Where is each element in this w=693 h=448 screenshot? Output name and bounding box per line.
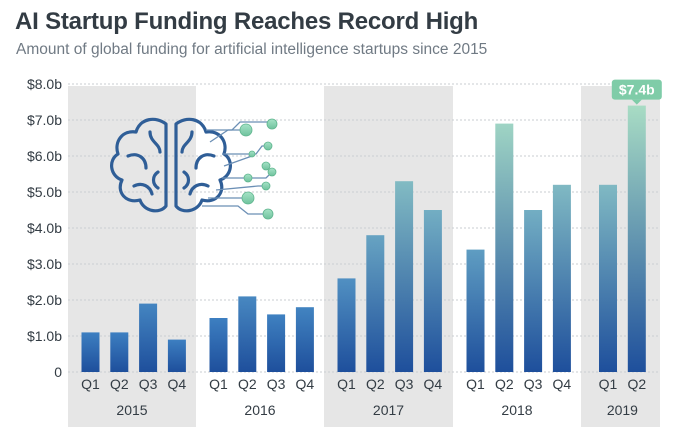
bar [267, 314, 286, 372]
bar [552, 184, 571, 372]
coin-icon [262, 208, 274, 220]
x-tick-label: Q2 [495, 376, 514, 392]
value-callout-box [611, 79, 662, 100]
x-tick-label: Q1 [599, 376, 618, 392]
chart-subtitle: Amount of global funding for artificial … [16, 41, 488, 58]
y-tick-label: $3.0b [27, 256, 62, 272]
y-tick-label: $5.0b [27, 184, 62, 200]
bar [366, 235, 385, 372]
bar [599, 184, 617, 372]
value-callout-pointer [631, 99, 642, 105]
y-tick-label: 0 [54, 364, 62, 380]
bar [627, 105, 646, 372]
x-tick-label: Q3 [267, 376, 286, 392]
chart-title: AI Startup Funding Reaches Record High [15, 8, 479, 35]
coin-icon [266, 118, 278, 130]
year-label: 2019 [607, 402, 638, 418]
y-tick-label: $7.0b [27, 112, 62, 128]
bar [238, 296, 257, 372]
x-tick-label: Q3 [524, 376, 543, 392]
bar [337, 278, 356, 372]
bar [110, 332, 129, 372]
coin-icon [243, 173, 253, 183]
x-tick-label: Q1 [81, 376, 100, 392]
year-band [581, 86, 660, 427]
coin-icon [248, 150, 256, 158]
x-tick-label: Q2 [238, 376, 257, 392]
coin-icon [241, 191, 255, 205]
x-tick-label: Q4 [296, 376, 315, 392]
bar [295, 307, 314, 372]
bar [466, 249, 485, 372]
coin-icon [261, 161, 271, 171]
year-label: 2018 [501, 402, 532, 418]
x-tick-label: Q3 [139, 376, 158, 392]
brain-money-icon [110, 117, 232, 213]
bar [209, 318, 228, 372]
coin-icon [261, 181, 271, 191]
y-tick-label: $8.0b [27, 76, 62, 92]
bar [395, 181, 414, 372]
x-tick-label: Q4 [424, 376, 443, 392]
bar [81, 332, 100, 372]
coin-icon [263, 141, 273, 151]
x-tick-label: Q2 [110, 376, 129, 392]
year-label: 2016 [244, 402, 275, 418]
y-tick-label: $6.0b [27, 148, 62, 164]
bar [139, 303, 158, 372]
x-tick-label: Q2 [627, 376, 646, 392]
x-tick-label: Q1 [466, 376, 485, 392]
bar [524, 210, 543, 372]
coin-icon [239, 123, 253, 137]
x-tick-label: Q4 [168, 376, 187, 392]
bar [423, 210, 442, 372]
x-tick-label: Q1 [209, 376, 228, 392]
x-tick-label: Q3 [395, 376, 414, 392]
x-tick-label: Q4 [553, 376, 572, 392]
x-tick-label: Q1 [337, 376, 356, 392]
bar [495, 123, 514, 372]
bar [167, 339, 186, 372]
y-tick-label: $4.0b [27, 220, 62, 236]
x-tick-label: Q2 [366, 376, 385, 392]
y-tick-label: $2.0b [27, 292, 62, 308]
year-label: 2015 [116, 402, 147, 418]
y-tick-label: $1.0b [27, 328, 62, 344]
value-callout-label: $7.4b [619, 82, 655, 98]
coin-icon [267, 167, 277, 177]
year-label: 2017 [373, 402, 404, 418]
